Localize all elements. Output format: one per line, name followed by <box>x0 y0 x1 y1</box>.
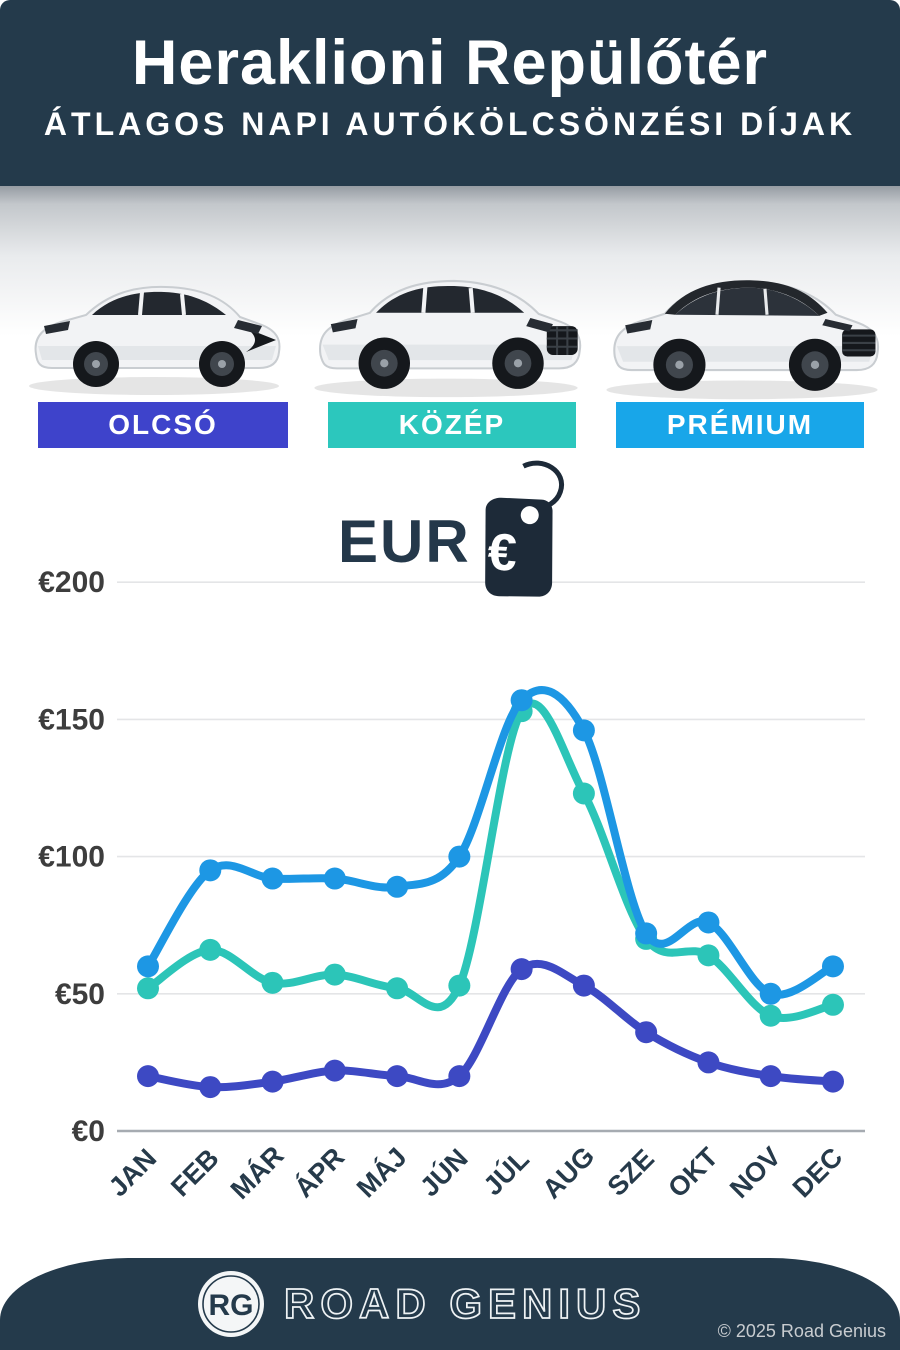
data-point-OLCSÓ <box>199 1076 222 1099</box>
y-axis-tick-label: €0 <box>72 1115 105 1148</box>
y-axis-tick-label: €100 <box>38 841 105 874</box>
data-point-KÖZÉP <box>448 974 471 997</box>
data-point-OLCSÓ <box>261 1070 284 1093</box>
data-point-PRÉMIUM <box>448 845 471 868</box>
euro-symbol: € <box>487 524 518 583</box>
x-axis-month-label: ÁPR <box>288 1141 350 1203</box>
data-point-KÖZÉP <box>323 963 346 986</box>
x-axis-month-label: MÁR <box>224 1140 289 1205</box>
data-point-OLCSÓ <box>821 1070 844 1093</box>
x-axis-month-label: AUG <box>537 1141 601 1205</box>
brand-name: ROAD GENIUS <box>284 1280 646 1327</box>
data-point-PRÉMIUM <box>510 689 533 712</box>
currency-callout: EUR € <box>330 455 580 625</box>
economy-car-image <box>14 238 294 406</box>
data-point-PRÉMIUM <box>759 982 782 1005</box>
y-axis-tick-label: €50 <box>55 978 105 1011</box>
footer-band: RG ROAD GENIUS © 2025 Road Genius <box>0 1258 900 1350</box>
page-subtitle: ÁTLAGOS NAPI AUTÓKÖLCSÖNZÉSI DÍJAK <box>43 106 857 142</box>
data-point-OLCSÓ <box>510 958 533 981</box>
y-axis-tick-label: €150 <box>38 703 105 736</box>
data-point-PRÉMIUM <box>199 859 222 882</box>
luxury-suv-icon <box>606 280 880 400</box>
data-point-KÖZÉP <box>199 938 222 961</box>
series-line-KÖZÉP <box>144 699 837 1022</box>
suv-icon <box>314 279 582 398</box>
data-point-KÖZÉP <box>697 944 720 967</box>
page-title: Heraklioni Repülőtér <box>131 28 769 98</box>
hatchback-icon <box>29 285 281 395</box>
data-point-OLCSÓ <box>572 974 595 997</box>
x-axis-month-label: JÚN <box>414 1142 474 1202</box>
logo-initials: RG <box>209 1289 254 1322</box>
x-axis-month-label: JÚL <box>477 1143 535 1201</box>
data-point-KÖZÉP <box>821 993 844 1016</box>
data-point-KÖZÉP <box>386 977 409 1000</box>
header-banner: Heraklioni Repülőtér ÁTLAGOS NAPI AUTÓKÖ… <box>0 0 900 186</box>
data-point-OLCSÓ <box>323 1059 346 1082</box>
x-axis-month-label: FEB <box>165 1143 224 1202</box>
y-axis-tick-label: €200 <box>38 566 105 599</box>
midsize-car-image <box>302 232 590 408</box>
road-genius-logo-icon: RG <box>198 1271 264 1337</box>
data-point-PRÉMIUM <box>261 867 284 890</box>
data-point-PRÉMIUM <box>572 719 595 742</box>
category-chip-premium: PRÉMIUM <box>616 402 864 448</box>
copyright-text: © 2025 Road Genius <box>717 1321 886 1341</box>
data-point-KÖZÉP <box>572 782 595 805</box>
x-axis-month-label: NOV <box>724 1141 787 1204</box>
brand-wordmark: ROAD GENIUS <box>284 1279 646 1328</box>
data-point-OLCSÓ <box>697 1051 720 1074</box>
premium-car-image <box>596 230 888 410</box>
category-chip-midsize: KÖZÉP <box>328 402 576 448</box>
data-point-OLCSÓ <box>448 1065 471 1088</box>
data-point-PRÉMIUM <box>697 911 720 934</box>
data-point-OLCSÓ <box>386 1065 409 1088</box>
data-point-KÖZÉP <box>261 971 284 994</box>
data-point-OLCSÓ <box>137 1065 159 1088</box>
x-axis-month-label: MÁJ <box>350 1141 412 1203</box>
price-tag-icon: € <box>440 443 596 632</box>
data-point-PRÉMIUM <box>386 875 409 898</box>
category-chip-label: OLCSÓ <box>108 409 218 440</box>
category-chip-label: PRÉMIUM <box>666 409 814 440</box>
data-point-OLCSÓ <box>635 1021 658 1044</box>
x-axis-month-label: OKT <box>662 1142 724 1204</box>
data-point-OLCSÓ <box>759 1065 782 1088</box>
category-chip-economy: OLCSÓ <box>38 402 288 448</box>
data-point-PRÉMIUM <box>323 867 346 890</box>
data-point-PRÉMIUM <box>635 922 658 945</box>
x-axis-month-label: DEC <box>787 1142 849 1204</box>
x-axis-month-label: SZE <box>602 1143 660 1201</box>
data-point-KÖZÉP <box>759 1004 782 1027</box>
category-chip-label: KÖZÉP <box>398 409 506 440</box>
data-point-PRÉMIUM <box>137 955 159 978</box>
data-point-KÖZÉP <box>137 977 159 1000</box>
data-point-PRÉMIUM <box>821 955 844 978</box>
x-axis-month-label: JAN <box>103 1143 162 1202</box>
currency-label: EUR <box>338 508 471 575</box>
